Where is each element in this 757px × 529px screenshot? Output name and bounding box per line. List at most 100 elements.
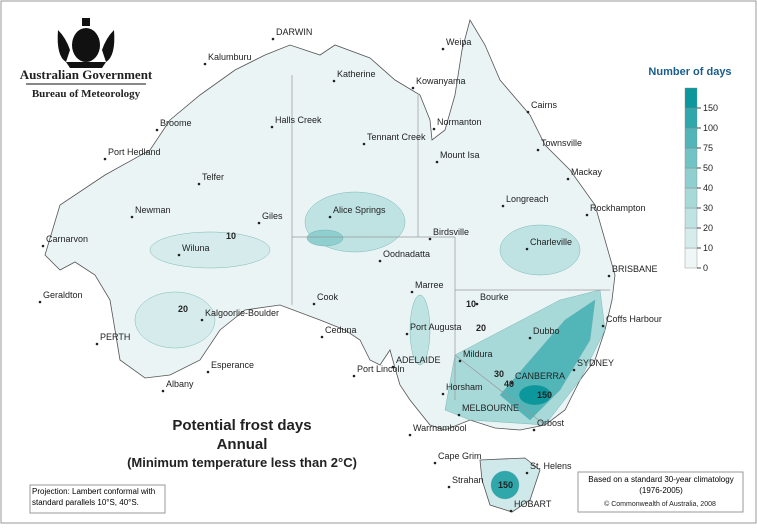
town-dot xyxy=(161,389,165,393)
town-dot xyxy=(433,461,437,465)
place-label: Port Lincoln xyxy=(357,364,405,374)
place-label: Charleville xyxy=(530,237,572,247)
town-dot xyxy=(312,302,316,306)
place-label: Horsham xyxy=(446,382,483,392)
town-dot xyxy=(441,392,445,396)
town-dot xyxy=(155,128,159,132)
place-label: Mount Isa xyxy=(440,150,480,160)
contour-label: 150 xyxy=(498,480,513,490)
basis-wrap: Based on a standard 30-year climatology … xyxy=(588,475,734,495)
place-label: Marree xyxy=(415,280,444,290)
town-dot xyxy=(41,244,45,248)
town-dot xyxy=(206,370,210,374)
place-label: Geraldton xyxy=(43,290,83,300)
place-label: Carnarvon xyxy=(46,234,88,244)
place-label: Weipa xyxy=(446,37,471,47)
basis-note: Based on a standard 30-year climatology … xyxy=(588,475,734,495)
agency: Australian Government xyxy=(20,67,153,82)
town-dot xyxy=(408,433,412,437)
place-label: Strahan xyxy=(452,475,484,485)
town-dot xyxy=(510,381,514,385)
town-dot xyxy=(509,509,513,513)
place-label: Telfer xyxy=(202,172,224,182)
title-1: Potential frost days xyxy=(172,417,311,434)
place-label: Bourke xyxy=(480,292,509,302)
town-dot xyxy=(475,302,479,306)
town-dot xyxy=(332,79,336,83)
place-label: MELBOURNE xyxy=(462,403,519,413)
town-dot xyxy=(270,125,274,129)
basis-box xyxy=(577,471,744,513)
town-dot xyxy=(391,365,395,369)
legend-swatch xyxy=(684,127,698,149)
town-dot xyxy=(607,274,611,278)
town-dot xyxy=(601,324,605,328)
legend-label: 30 xyxy=(703,203,713,213)
place-label: Longreach xyxy=(506,194,549,204)
town-dot xyxy=(458,359,462,363)
town-dot xyxy=(435,160,439,164)
town-dot xyxy=(457,413,461,417)
town-dot xyxy=(525,247,529,251)
town-dot xyxy=(501,204,505,208)
contour-label: 10 xyxy=(226,231,236,241)
place-label: Port Augusta xyxy=(410,322,462,332)
legend-swatch xyxy=(684,227,698,249)
legend-title: Number of days xyxy=(648,66,731,78)
contour-label: 10 xyxy=(466,299,476,309)
town-dot xyxy=(271,37,275,41)
town-dot xyxy=(352,374,356,378)
town-dot xyxy=(177,253,181,257)
place-label: Kowanyama xyxy=(416,76,466,86)
title-3: (Minimum temperature less than 2°C) xyxy=(127,455,357,470)
legend-swatch xyxy=(684,167,698,189)
town-dot xyxy=(526,110,530,114)
copyright: © Commonwealth of Australia, 2008 xyxy=(604,500,716,508)
legend-swatch xyxy=(684,147,698,169)
projection-box xyxy=(29,484,166,514)
town-dot xyxy=(405,332,409,336)
place-label: Esperance xyxy=(211,360,254,370)
town-dot xyxy=(38,300,42,304)
contour-label: 20 xyxy=(178,304,188,314)
place-label: Mackay xyxy=(571,167,603,177)
place-label: BRISBANE xyxy=(612,264,658,274)
legend-swatch xyxy=(684,87,698,109)
contour-label: 150 xyxy=(537,390,552,400)
place-label: PERTH xyxy=(100,332,130,342)
place-label: Normanton xyxy=(437,117,482,127)
place-label: Orbost xyxy=(537,418,565,428)
place-label: Katherine xyxy=(337,69,376,79)
projection-note: Projection: Lambert conformal with stand… xyxy=(32,487,156,507)
place-label: CANBERRA xyxy=(515,371,565,381)
place-label: Alice Springs xyxy=(333,205,386,215)
town-dot xyxy=(447,485,451,489)
place-label: Cape Grim xyxy=(438,451,482,461)
place-label: Townsville xyxy=(541,138,582,148)
place-label: Kalgoorlie-Boulder xyxy=(205,308,279,318)
place-label: Port Hedland xyxy=(108,147,161,157)
place-label: St. Helens xyxy=(530,461,572,471)
legend-label: 75 xyxy=(703,143,713,153)
place-label: Warrnambool xyxy=(413,423,467,433)
town-dot xyxy=(328,215,332,219)
place-label: Broome xyxy=(160,118,192,128)
place-label: SYDNEY xyxy=(577,358,614,368)
place-label: Newman xyxy=(135,205,171,215)
town-dot xyxy=(257,221,261,225)
contour-label: 30 xyxy=(494,369,504,379)
town-dot xyxy=(532,428,536,432)
town-dot xyxy=(566,177,570,181)
place-label: Halls Creek xyxy=(275,115,322,125)
town-dot xyxy=(95,342,99,346)
place-label: Cairns xyxy=(531,100,558,110)
town-dot xyxy=(410,290,414,294)
place-label: Giles xyxy=(262,211,283,221)
town-dot xyxy=(536,148,540,152)
town-dot xyxy=(572,368,576,372)
legend-label: 50 xyxy=(703,163,713,173)
legend-label: 20 xyxy=(703,223,713,233)
town-dot xyxy=(203,62,207,66)
legend-label: 150 xyxy=(703,103,718,113)
